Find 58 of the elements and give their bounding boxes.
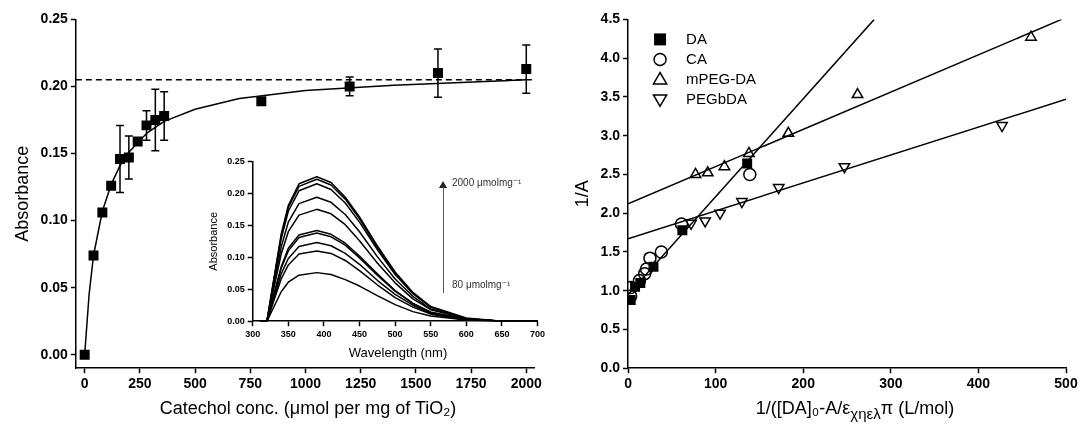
x-tick-label: 1750 xyxy=(455,375,487,392)
y-tick-label: 0.05 xyxy=(40,278,69,295)
x-axis-title: Catechol conc. (μmol per mg of TiO₂) xyxy=(158,398,458,419)
x-tick-label: 350 xyxy=(280,329,296,340)
x-tick-label: 0 xyxy=(80,375,89,392)
y-tick-label: 3.0 xyxy=(600,126,621,143)
y-tick-label: 0.00 xyxy=(40,345,69,362)
x-tick-label: 750 xyxy=(238,375,263,392)
y-axis-title: Absorbance xyxy=(206,211,219,271)
y-axis-title: 1/A xyxy=(571,180,592,208)
x-tick-label: 500 xyxy=(387,329,403,340)
x-tick-label: 100 xyxy=(703,375,728,392)
y-tick-label: 0.15 xyxy=(40,144,69,161)
x-tick-label: 500 xyxy=(1054,375,1078,392)
x-tick-label: 1250 xyxy=(345,375,377,392)
y-tick-label: 1.5 xyxy=(600,242,621,259)
y-tick-label: 4.5 xyxy=(600,10,621,27)
legend-label: mPEG-DA xyxy=(686,69,757,87)
x-axis-title: 1/([DA]₀-A/ε$_{χηελ}$π (L/mol) xyxy=(754,398,956,422)
y-tick-label: 0.25 xyxy=(40,10,69,27)
y-tick-label: 0.10 xyxy=(40,211,69,228)
y-tick-label: 0.15 xyxy=(227,219,245,230)
y-tick-label: 0.05 xyxy=(227,283,245,294)
x-tick-label: 700 xyxy=(529,329,546,340)
x-tick-label: 250 xyxy=(128,375,152,392)
x-tick-label: 1500 xyxy=(400,375,432,392)
x-tick-label: 450 xyxy=(351,329,368,340)
y-tick-label: 0.00 xyxy=(227,315,245,326)
y-tick-label: 0.20 xyxy=(227,187,245,198)
x-axis-title: Wavelength (nm) xyxy=(347,345,449,360)
x-tick-label: 400 xyxy=(966,375,991,392)
x-tick-label: 1000 xyxy=(289,375,322,392)
x-tick-label: 600 xyxy=(458,329,474,340)
legend-label: PEGbDA xyxy=(686,89,747,107)
x-tick-label: 400 xyxy=(316,329,332,340)
y-tick-label: 2.0 xyxy=(600,204,621,221)
y-tick-label: 4.0 xyxy=(600,49,621,66)
y-tick-label: 3.5 xyxy=(600,87,621,104)
y-tick-label: 0.5 xyxy=(600,320,621,337)
y-tick-label: 0.20 xyxy=(40,77,69,94)
x-tick-label: 300 xyxy=(879,375,903,392)
y-tick-label: 0.10 xyxy=(227,251,245,262)
x-tick-label: 2000 xyxy=(510,375,543,392)
x-tick-label: 500 xyxy=(183,375,207,392)
legend-label: CA xyxy=(686,49,707,67)
x-tick-label: 200 xyxy=(791,375,816,392)
y-axis-title: Absorbance xyxy=(11,145,32,242)
x-tick-label: 550 xyxy=(423,329,439,340)
x-tick-label: 0 xyxy=(624,375,633,392)
y-tick-label: 0.25 xyxy=(227,155,245,166)
legend-label: DA xyxy=(686,29,707,47)
y-tick-label: 2.5 xyxy=(600,165,621,182)
y-tick-label: 1.0 xyxy=(600,281,621,298)
y-tick-label: 0.0 xyxy=(600,359,621,376)
annotation: 2000 μmolmg⁻¹ xyxy=(452,177,522,188)
x-tick-label: 300 xyxy=(245,329,261,340)
x-tick-label: 650 xyxy=(494,329,510,340)
annotation: 80 μmolmg⁻¹ xyxy=(452,279,511,290)
